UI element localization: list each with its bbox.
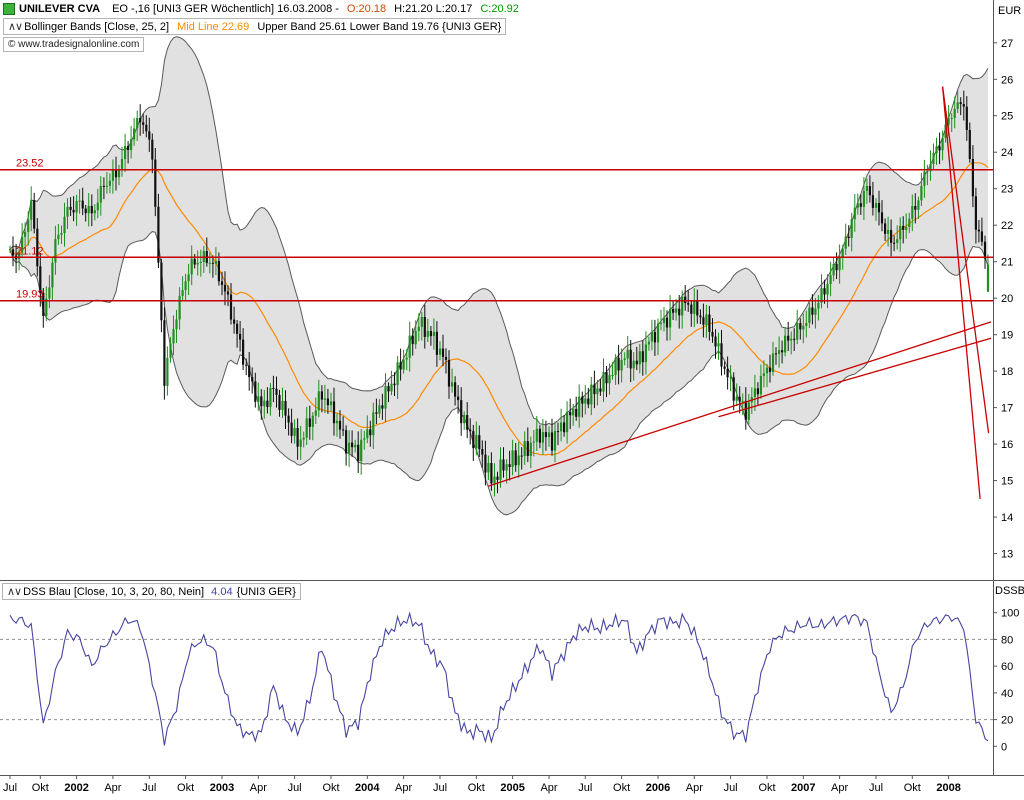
dss-legend-name: DSS Blau [Close, 10, 3, 20, 80, Nein] (23, 586, 205, 598)
open-value: O:20.18 (346, 3, 387, 15)
svg-text:Jul: Jul (578, 782, 592, 794)
dss-current-value: 4.04 (211, 586, 233, 598)
trend-line[interactable] (488, 321, 992, 487)
trend-line[interactable] (718, 337, 992, 418)
svg-text:Okt: Okt (32, 782, 49, 794)
trend-line[interactable] (941, 86, 981, 499)
svg-text:2007: 2007 (791, 782, 815, 794)
trend-line[interactable] (941, 86, 990, 434)
bollinger-bands-values: Upper Band 25.61 Lower Band 19.76 {UNI3 … (257, 21, 502, 33)
dss-legend[interactable]: ∧∨ DSS Blau [Close, 10, 3, 20, 80, Nein] … (2, 583, 301, 600)
title-bar: UNILEVER CVA EO -,16 [UNI3 GER Wöchentli… (3, 3, 519, 15)
svg-text:Apr: Apr (250, 782, 267, 794)
svg-text:19: 19 (1001, 330, 1013, 342)
svg-text:24: 24 (1001, 147, 1013, 159)
high-low-value: H:21.20 L:20.17 (394, 3, 473, 15)
indicator-icon: ∧∨ (8, 21, 23, 33)
svg-text:Okt: Okt (468, 782, 485, 794)
svg-text:Apr: Apr (104, 782, 121, 794)
svg-text:100: 100 (1001, 608, 1019, 620)
svg-text:Okt: Okt (322, 782, 339, 794)
svg-text:Apr: Apr (395, 782, 412, 794)
close-value: C:20.92 (480, 3, 519, 15)
bollinger-midline-value: Mid Line 22.69 (177, 21, 250, 33)
svg-text:Jul: Jul (288, 782, 302, 794)
svg-text:2008: 2008 (936, 782, 960, 794)
dss-axis: 100 80 60 40 20 0 (993, 608, 1019, 753)
dss-legend-suffix: {UNI3 GER} (236, 586, 296, 598)
dss-panel[interactable] (0, 611, 993, 746)
dss-line (9, 611, 989, 746)
svg-text:2006: 2006 (646, 782, 670, 794)
svg-text:20: 20 (1001, 715, 1013, 727)
svg-text:2004: 2004 (355, 782, 380, 794)
dss-axis-label: DSSB (995, 585, 1024, 597)
svg-text:Okt: Okt (613, 782, 630, 794)
svg-text:Jul: Jul (142, 782, 156, 794)
svg-text:2005: 2005 (500, 782, 524, 794)
svg-text:13: 13 (1001, 549, 1013, 561)
price-panel[interactable]: 23.52 21.12 19.93 (0, 36, 993, 516)
horizontal-line-label: 19.93 (16, 289, 44, 301)
bollinger-legend[interactable]: ∧∨ Bollinger Bands [Close, 25, 2] Mid Lin… (3, 18, 507, 35)
svg-text:15: 15 (1001, 476, 1013, 488)
svg-text:Okt: Okt (758, 782, 775, 794)
instrument-details: EO -,16 [UNI3 GER Wöchentlich] 16.03.200… (112, 3, 339, 15)
candles-layer (8, 90, 990, 497)
svg-text:16: 16 (1001, 439, 1013, 451)
svg-text:60: 60 (1001, 661, 1013, 673)
svg-text:27: 27 (1001, 38, 1013, 50)
svg-text:Okt: Okt (904, 782, 921, 794)
svg-text:2003: 2003 (210, 782, 234, 794)
copyright-label: © www.tradesignalonline.com (3, 37, 145, 52)
svg-text:Apr: Apr (686, 782, 703, 794)
bollinger-lower-line (9, 231, 989, 516)
indicator-icon: ∧∨ (7, 586, 22, 598)
svg-text:14: 14 (1001, 512, 1013, 524)
svg-text:Jul: Jul (724, 782, 738, 794)
svg-text:2002: 2002 (64, 782, 88, 794)
horizontal-line-label: 23.52 (16, 158, 44, 170)
svg-text:80: 80 (1001, 634, 1013, 646)
svg-text:Apr: Apr (540, 782, 557, 794)
svg-text:Okt: Okt (177, 782, 194, 794)
svg-text:0: 0 (1001, 741, 1007, 753)
svg-text:23: 23 (1001, 184, 1013, 196)
bollinger-mid-line (9, 161, 989, 456)
svg-text:17: 17 (1001, 403, 1013, 415)
price-axis: 27 26 25 24 23 22 21 20 19 18 17 16 15 14 13 (993, 38, 1013, 561)
svg-text:Jul: Jul (433, 782, 447, 794)
svg-text:26: 26 (1001, 74, 1013, 86)
svg-text:Jul: Jul (869, 782, 883, 794)
horizontal-line-label: 21.12 (16, 245, 44, 257)
instrument-icon (3, 3, 15, 15)
svg-text:25: 25 (1001, 111, 1013, 123)
svg-text:40: 40 (1001, 688, 1013, 700)
bollinger-band-fill (10, 36, 988, 515)
currency-label: EUR (998, 5, 1022, 17)
svg-text:Apr: Apr (831, 782, 848, 794)
bollinger-legend-name: Bollinger Bands [Close, 25, 2] (24, 21, 170, 33)
svg-text:18: 18 (1001, 366, 1013, 378)
instrument-name: UNILEVER CVA (19, 3, 101, 15)
svg-text:21: 21 (1001, 257, 1013, 269)
svg-text:22: 22 (1001, 220, 1013, 232)
svg-text:20: 20 (1001, 293, 1013, 305)
svg-text:Jul: Jul (3, 782, 17, 794)
x-axis: Jul Okt 2002 Apr Jul Okt 2003 Apr Jul Okt 2004 Apr J… (3, 775, 961, 794)
